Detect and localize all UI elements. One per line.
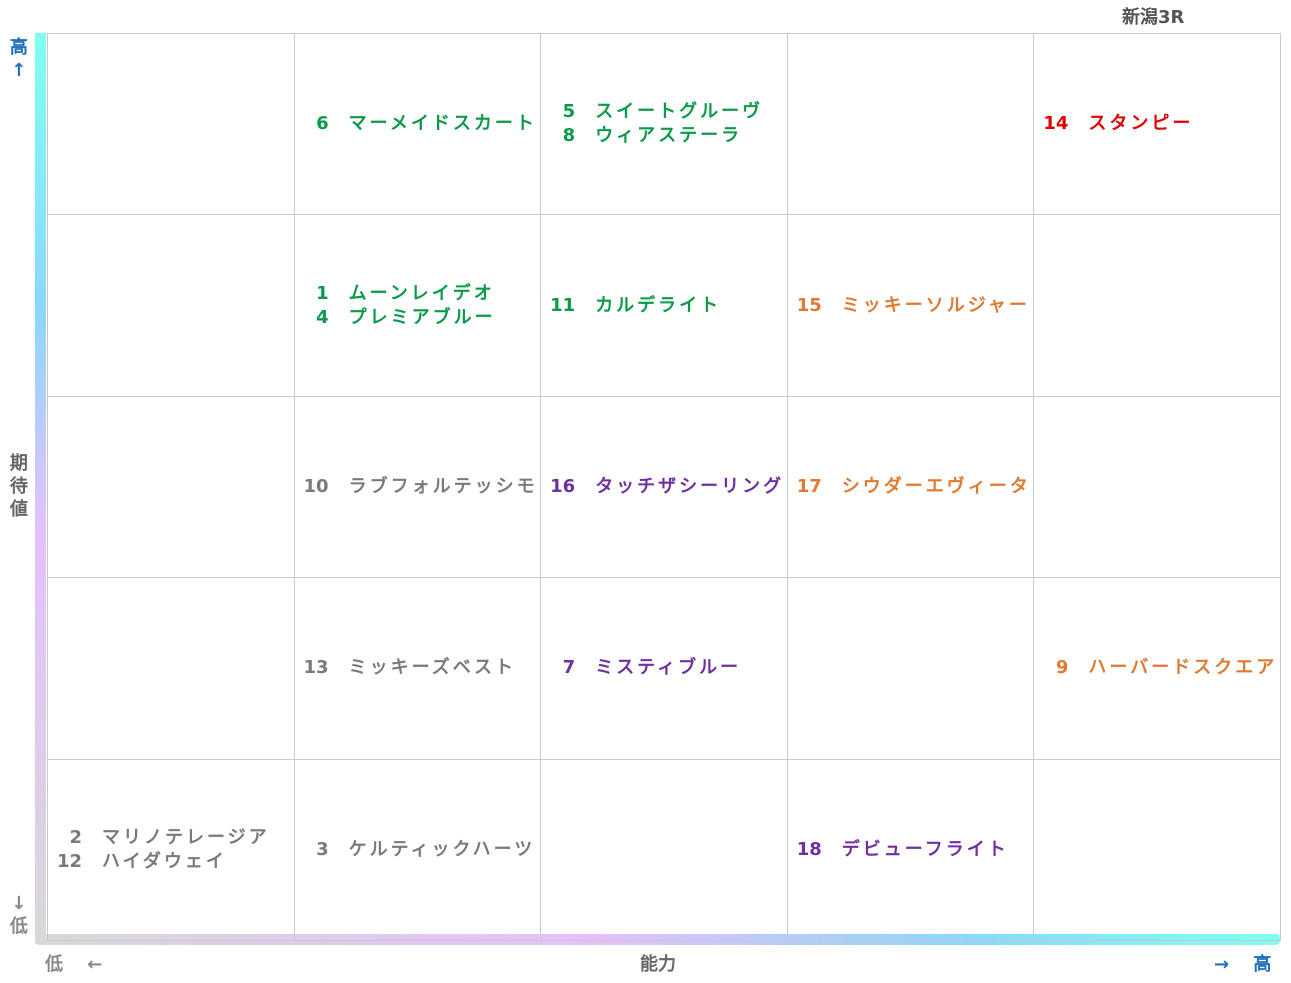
cell: 16 タッチザシーリング — [540, 395, 788, 579]
cell — [1033, 758, 1281, 941]
entry: 3 ケルティックハーツ — [295, 838, 541, 862]
entry-name: カルデライト — [595, 294, 722, 316]
entry-name: ミッキーズベスト — [348, 657, 517, 679]
entry-number: 3 — [316, 838, 329, 860]
entry-number: 10 — [303, 475, 329, 497]
cell: 10 ラブフォルテッシモ — [293, 395, 542, 579]
y-low-label: ↓低 — [9, 893, 28, 937]
entry-name: マリノテレージア — [102, 826, 270, 848]
cell — [47, 395, 295, 579]
entry: 15 ミッキーソルジャー — [788, 294, 1034, 318]
cell: 5 スイートグルーヴ 8 ウィアステーラ — [540, 33, 788, 216]
entry-number: 2 — [69, 826, 82, 848]
cell: 2 マリノテレージア 12 ハイダウェイ — [47, 758, 295, 941]
entry: 1 ムーンレイデオ — [295, 282, 541, 306]
entry: 16 タッチザシーリング — [541, 475, 787, 499]
cell — [786, 33, 1035, 216]
entry-number: 12 — [56, 850, 82, 872]
entry: 17 シウダーエヴィータ — [788, 475, 1034, 499]
entry-number: 13 — [303, 657, 329, 679]
x-axis-bar — [35, 934, 1280, 945]
entry-name: プレミアブルー — [348, 306, 496, 328]
y-high-label: 高↑ — [9, 37, 28, 81]
entry: 13 ミッキーズベスト — [295, 656, 541, 680]
entry: 14 スタンピー — [1034, 112, 1280, 136]
cell — [47, 33, 295, 216]
entry-name: マーメイドスカート — [348, 113, 537, 135]
entry-name: ミッキーソルジャー — [841, 294, 1030, 316]
entry-name: デビューフライト — [841, 838, 1009, 860]
entry-name: ウィアステーラ — [595, 125, 743, 147]
entry-name: ハイダウェイ — [102, 850, 227, 872]
entry: 8 ウィアステーラ — [541, 124, 787, 148]
entry-number: 5 — [562, 101, 576, 123]
cell — [47, 577, 295, 760]
entry-number: 15 — [796, 294, 822, 316]
entry-number: 17 — [796, 475, 822, 497]
cell: 17 シウダーエヴィータ — [786, 395, 1035, 579]
cell: 15 ミッキーソルジャー — [786, 214, 1035, 397]
cell: 7 ミスティブルー — [540, 577, 788, 760]
entry-name: シウダーエヴィータ — [841, 475, 1031, 497]
x-low-label: 低 ← — [45, 954, 103, 975]
entry-number: 14 — [1043, 113, 1069, 135]
entry-number: 16 — [550, 475, 576, 497]
entry-name: ケルティックハーツ — [348, 838, 536, 860]
cell: 11 カルデライト — [540, 214, 788, 397]
entry-name: スタンピー — [1088, 113, 1194, 135]
cell: 1 ムーンレイデオ 4 プレミアブルー — [293, 214, 542, 397]
entry-number: 9 — [1055, 657, 1069, 679]
cell: 9 ハーバードスクエア — [1033, 577, 1281, 760]
entry-name: ハーバードスクエア — [1088, 657, 1278, 679]
entry-number: 11 — [550, 294, 576, 316]
x-axis-label: 能力 — [640, 954, 676, 975]
entry: 12 ハイダウェイ — [48, 850, 294, 874]
entry-number: 18 — [796, 838, 822, 860]
entry: 11 カルデライト — [541, 294, 787, 318]
entry-name: ラブフォルテッシモ — [348, 475, 538, 497]
entry-name: ムーンレイデオ — [348, 282, 495, 304]
entry-number: 7 — [562, 657, 576, 679]
x-high-label: → 高 — [1214, 954, 1272, 975]
entry: 9 ハーバードスクエア — [1034, 656, 1280, 680]
entry-name: ミスティブルー — [595, 657, 742, 679]
cell — [47, 214, 295, 397]
cell — [1033, 395, 1281, 579]
entry-name: タッチザシーリング — [595, 475, 785, 497]
entry: 4 プレミアブルー — [295, 306, 541, 330]
entry: 7 ミスティブルー — [541, 656, 787, 680]
entry: 5 スイートグルーヴ — [541, 100, 787, 124]
cell — [786, 577, 1035, 760]
entry-number: 8 — [562, 125, 576, 147]
grid: 6 マーメイドスカート 5 スイートグルーヴ 8 ウィアステーラ 14 スタンピー 1 ムーンレイ… — [47, 33, 1281, 941]
y-axis-bar — [35, 33, 46, 943]
entry-number: 4 — [316, 306, 329, 328]
cell: 14 スタンピー — [1033, 33, 1281, 216]
entry-number: 1 — [316, 282, 329, 304]
cell: 3 ケルティックハーツ — [293, 758, 542, 941]
cell — [540, 758, 788, 941]
cell: 6 マーメイドスカート — [293, 33, 542, 216]
y-axis-label: 期待値 — [9, 453, 28, 520]
cell: 13 ミッキーズベスト — [293, 577, 542, 760]
entry: 10 ラブフォルテッシモ — [295, 475, 541, 499]
entry: 18 デビューフライト — [788, 838, 1034, 862]
title: 新潟3R — [1122, 7, 1185, 28]
cell — [1033, 214, 1281, 397]
entry-name: スイートグルーヴ — [595, 101, 764, 123]
entry: 2 マリノテレージア — [48, 826, 294, 850]
entry-number: 6 — [316, 113, 329, 135]
cell: 18 デビューフライト — [786, 758, 1035, 941]
entry: 6 マーメイドスカート — [295, 112, 541, 136]
